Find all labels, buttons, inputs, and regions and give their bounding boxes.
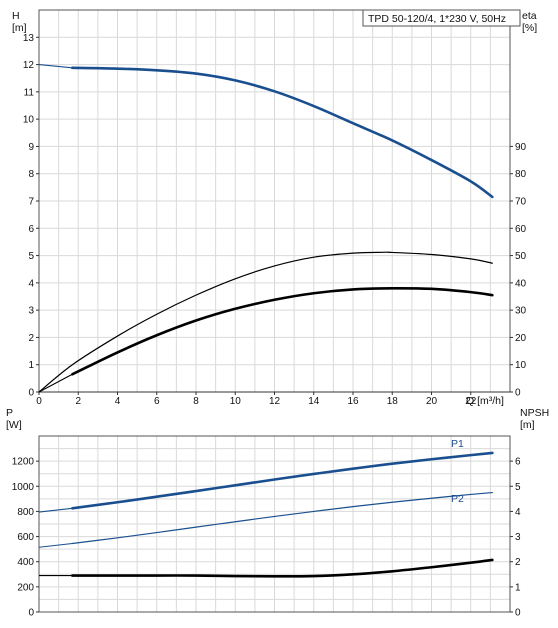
power-p1-curve bbox=[71, 451, 494, 510]
efficiency-curve-upper bbox=[38, 251, 493, 393]
efficiency-curve-lower-extension bbox=[38, 373, 73, 393]
x-axis-title: Q [m³/h] bbox=[466, 395, 504, 407]
npsh-tick-label: 6 bbox=[515, 457, 521, 468]
power-p1-curve-extension bbox=[38, 507, 73, 513]
tick-labels: 0 2 4 6 8 10 12 14 16 18 20 22012345678910111213010… bbox=[12, 33, 527, 619]
y-tick-label: 8 bbox=[28, 169, 34, 180]
series-label-p1: P1 bbox=[451, 438, 464, 450]
power-tick-label: 400 bbox=[17, 557, 34, 568]
y-tick-label: 7 bbox=[28, 197, 34, 208]
x-tick-label: 22 bbox=[465, 396, 477, 407]
x-tick-label: 12 bbox=[269, 396, 281, 407]
efficiency-curve-lower bbox=[71, 286, 494, 376]
y2-tick-label: 30 bbox=[515, 306, 527, 317]
axes bbox=[36, 9, 513, 613]
chart-title: TPD 50-120/4, 1*230 V, 50Hz bbox=[368, 13, 506, 25]
bottom-plot-frame bbox=[38, 435, 511, 613]
npsh-tick-label: 3 bbox=[515, 532, 521, 543]
x-tick-label: 2 bbox=[75, 396, 81, 407]
top-right-axis-title: eta [%] bbox=[522, 10, 537, 34]
power-p2-curve bbox=[71, 491, 493, 545]
y2-tick-label: 0 bbox=[515, 388, 521, 399]
x-tick-label: 18 bbox=[387, 396, 399, 407]
y2-tick-label: 80 bbox=[515, 169, 527, 180]
y-tick-label: 6 bbox=[28, 224, 34, 235]
power-tick-label: 600 bbox=[17, 532, 34, 543]
top-grid bbox=[38, 10, 510, 392]
y-tick-label: 12 bbox=[23, 60, 35, 71]
power-tick-label: 0 bbox=[28, 608, 34, 619]
x-tick-label: 8 bbox=[193, 396, 199, 407]
npsh-tick-label: 1 bbox=[515, 582, 521, 593]
npsh-tick-label: 2 bbox=[515, 557, 521, 568]
y2-tick-label: 60 bbox=[515, 224, 527, 235]
bottom-right-axis-title: NPSH [m] bbox=[520, 407, 549, 431]
head-curve bbox=[71, 66, 494, 199]
bottom-grid bbox=[38, 436, 510, 612]
y2-tick-label: 20 bbox=[515, 333, 527, 344]
power-tick-label: 800 bbox=[17, 507, 34, 518]
npsh-tick-label: 5 bbox=[515, 482, 521, 493]
x-tick-label: 16 bbox=[347, 396, 359, 407]
x-tick-label: 0 bbox=[36, 396, 42, 407]
y2-tick-label: 50 bbox=[515, 251, 527, 262]
y-tick-label: 0 bbox=[28, 388, 34, 399]
y-tick-label: 3 bbox=[28, 306, 34, 317]
npsh-curve bbox=[71, 558, 494, 578]
series-label-p2: P2 bbox=[451, 493, 464, 505]
y-tick-label: 4 bbox=[28, 278, 34, 289]
x-tick-label: 6 bbox=[154, 396, 160, 407]
y-tick-label: 1 bbox=[28, 360, 34, 371]
y2-tick-label: 40 bbox=[515, 278, 527, 289]
x-tick-label: 10 bbox=[230, 396, 242, 407]
npsh-tick-label: 0 bbox=[515, 608, 521, 619]
y2-tick-label: 90 bbox=[515, 142, 527, 153]
y-tick-label: 2 bbox=[28, 333, 34, 344]
power-tick-label: 1200 bbox=[12, 457, 35, 468]
y-tick-label: 13 bbox=[23, 33, 35, 44]
npsh-tick-label: 4 bbox=[515, 507, 521, 518]
bottom-left-axis-title: P [W] bbox=[6, 407, 22, 431]
curves bbox=[38, 64, 494, 578]
head-curve-extension bbox=[38, 64, 73, 69]
chart-title-box bbox=[362, 9, 521, 27]
x-tick-label: 20 bbox=[426, 396, 438, 407]
x-tick-label: 4 bbox=[115, 396, 121, 407]
top-left-axis-title: H [m] bbox=[12, 10, 27, 34]
y-tick-label: 11 bbox=[24, 87, 35, 98]
y-tick-label: 9 bbox=[28, 142, 34, 153]
y-tick-label: 5 bbox=[28, 251, 34, 262]
x-tick-label: 14 bbox=[308, 396, 320, 407]
y2-tick-label: 70 bbox=[515, 197, 527, 208]
y2-tick-label: 10 bbox=[515, 360, 527, 371]
y-tick-label: 10 bbox=[23, 115, 35, 126]
power-tick-label: 1000 bbox=[12, 482, 35, 493]
power-tick-label: 200 bbox=[17, 582, 34, 593]
power-p2-curve-extension bbox=[38, 542, 73, 548]
